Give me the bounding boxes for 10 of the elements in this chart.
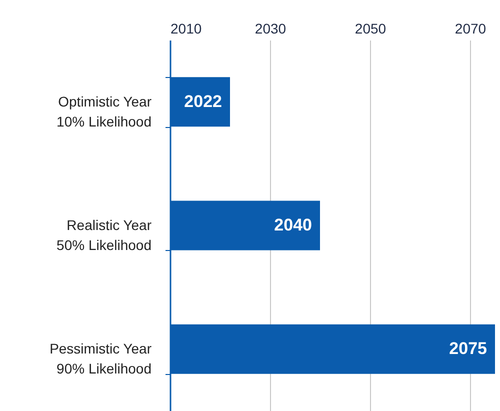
x-tick-label: 2050: [354, 20, 386, 36]
y-tick-label: Realistic Year 50% Likelihood: [56, 217, 152, 253]
data-label: 2040: [274, 216, 312, 234]
data-label: 2075: [449, 339, 487, 358]
data-label: 2022: [184, 92, 222, 111]
x-tick-label: 2010: [170, 20, 202, 36]
y-tick-label: Pessimistic Year 90% Likelihood: [50, 340, 152, 377]
x-tick-label: 2030: [254, 20, 286, 36]
x-tick-label: 2070: [454, 20, 486, 36]
y-tick-label: Optimistic Year 10% Likelihood: [56, 93, 152, 130]
